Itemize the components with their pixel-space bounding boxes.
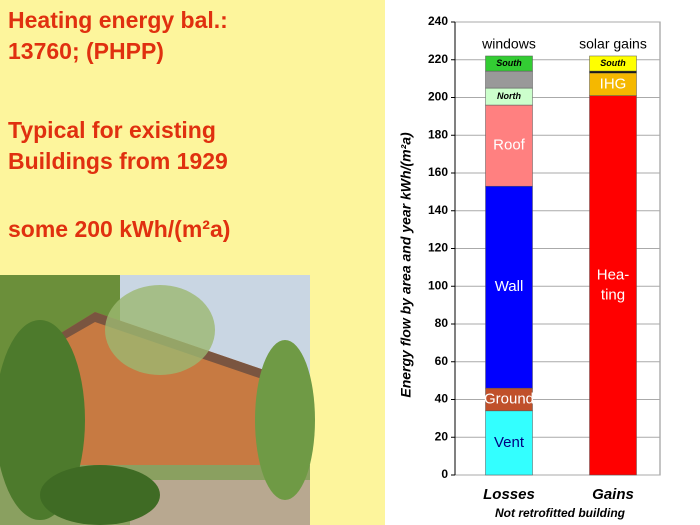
heading-line: Typical for existing <box>8 117 216 143</box>
y-tick-label: 220 <box>428 52 448 66</box>
x-tick-label: Gains <box>592 486 634 503</box>
heading-line: some 200 kWh/(m²a) <box>8 216 230 242</box>
y-tick-label: 240 <box>428 14 448 28</box>
heading-line: 13760; (PHPP) <box>8 38 164 64</box>
segment-label: Roof <box>493 137 526 154</box>
bar-segment <box>485 410 533 476</box>
bar-segment <box>485 185 533 389</box>
group-label: solar gains <box>579 36 647 52</box>
segment-label: South <box>496 58 522 68</box>
bar-segment <box>589 70 637 74</box>
segment-label: South <box>600 58 626 68</box>
bar-segment <box>485 104 533 187</box>
y-tick-label: 0 <box>441 467 448 481</box>
photo <box>0 275 315 525</box>
y-tick-label: 60 <box>435 354 449 368</box>
heading-line: Buildings from 1929 <box>8 148 228 174</box>
segment-label: Vent <box>494 434 525 451</box>
heading-line: Heating energy bal.: <box>8 7 228 33</box>
y-tick-label: 200 <box>428 90 448 104</box>
y-tick-label: 20 <box>435 429 449 443</box>
bar-segment <box>485 70 533 89</box>
segment-label: Hea- <box>597 266 630 283</box>
x-tick-label: Losses <box>483 486 535 503</box>
group-label: windows <box>481 36 536 52</box>
y-tick-label: 80 <box>435 316 449 330</box>
y-tick-label: 160 <box>428 165 448 179</box>
bar-segment <box>485 55 533 72</box>
y-tick-label: 120 <box>428 241 448 255</box>
segment-label: North <box>497 91 521 101</box>
bar-segment <box>589 95 637 476</box>
segment-label: Wall <box>495 278 524 295</box>
y-tick-label: 140 <box>428 203 448 217</box>
y-axis-label: Energy flow by area and year kWh/(m²a) <box>398 132 414 398</box>
chart-subtitle: Not retrofitted building <box>495 506 626 520</box>
segment-label: IHG <box>600 75 627 92</box>
y-tick-label: 180 <box>428 127 448 141</box>
bar-segment <box>589 55 637 72</box>
segment-label: ting <box>601 286 625 303</box>
segment-label: Ground <box>484 390 534 407</box>
y-tick-label: 100 <box>428 278 448 292</box>
y-tick-label: 40 <box>435 392 449 406</box>
